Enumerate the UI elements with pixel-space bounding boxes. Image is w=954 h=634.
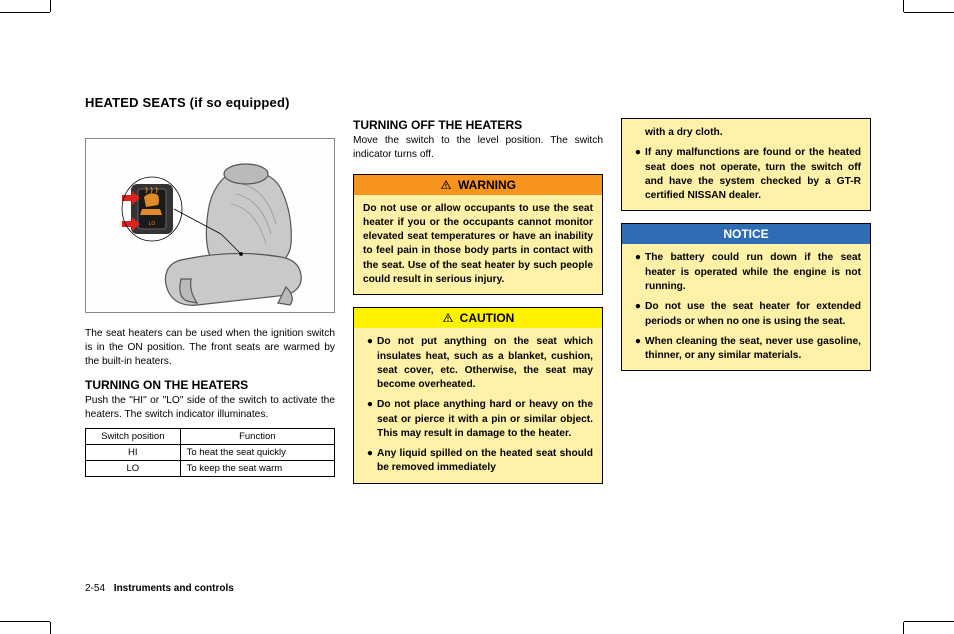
intro-text: The seat heaters can be used when the ig… bbox=[85, 327, 335, 368]
list-item: ●Do not use the seat heater for extended… bbox=[631, 300, 861, 329]
turning-off-text: Move the switch to the level position. T… bbox=[353, 134, 603, 162]
list-item: ●Do not put anything on the seat which i… bbox=[363, 335, 593, 392]
seat-heater-illustration: LO bbox=[85, 138, 335, 313]
crop-mark bbox=[904, 621, 954, 622]
crop-mark bbox=[0, 12, 50, 13]
list-item: ● If any malfunctions are found or the h… bbox=[631, 146, 861, 203]
warning-triangle-icon bbox=[440, 179, 452, 191]
warning-label: WARNING bbox=[458, 178, 516, 192]
list-item: ●Any liquid spilled on the heated seat s… bbox=[363, 447, 593, 476]
page-footer: 2-54 Instruments and controls bbox=[85, 583, 234, 594]
table-row: Switch position Function bbox=[86, 428, 335, 444]
notice-header: NOTICE bbox=[622, 224, 870, 244]
crop-mark bbox=[50, 622, 51, 634]
table-cell: Function bbox=[180, 428, 334, 444]
crop-mark bbox=[903, 622, 904, 634]
page-number: 2-54 bbox=[85, 583, 105, 594]
columns: LO bbox=[85, 118, 875, 484]
caution-header: CAUTION bbox=[354, 308, 602, 328]
warning-header: WARNING bbox=[354, 175, 602, 195]
notice-callout: NOTICE ●The battery could run down if th… bbox=[621, 223, 871, 371]
column-1: LO bbox=[85, 118, 335, 484]
caution-body: ●Do not put anything on the seat which i… bbox=[354, 328, 602, 483]
svg-text:LO: LO bbox=[149, 221, 156, 227]
crop-mark bbox=[904, 12, 954, 13]
list-item: with a dry cloth. bbox=[631, 126, 861, 140]
list-item: ●Do not place anything hard or heavy on … bbox=[363, 398, 593, 441]
section-title: HEATED SEATS (if so equipped) bbox=[85, 95, 875, 110]
page: HEATED SEATS (if so equipped) bbox=[0, 0, 954, 634]
table-row: HI To heat the seat quickly bbox=[86, 444, 335, 460]
caution-triangle-icon bbox=[442, 312, 454, 324]
notice-label: NOTICE bbox=[723, 227, 768, 241]
list-item: ●The battery could run down if the seat … bbox=[631, 251, 861, 294]
notice-body: ●The battery could run down if the seat … bbox=[622, 244, 870, 370]
table-cell: HI bbox=[86, 444, 181, 460]
table-cell: To heat the seat quickly bbox=[180, 444, 334, 460]
switch-position-table: Switch position Function HI To heat the … bbox=[85, 428, 335, 477]
column-3: with a dry cloth. ● If any malfunctions … bbox=[621, 118, 871, 484]
warning-body: Do not use or allow occupants to use the… bbox=[354, 195, 602, 295]
content-area: HEATED SEATS (if so equipped) bbox=[85, 95, 875, 484]
caution-label: CAUTION bbox=[460, 311, 515, 325]
table-cell: Switch position bbox=[86, 428, 181, 444]
caution-callout: CAUTION ●Do not put anything on the seat… bbox=[353, 307, 603, 484]
table-cell: To keep the seat warm bbox=[180, 460, 334, 476]
table-row: LO To keep the seat warm bbox=[86, 460, 335, 476]
turning-on-text: Push the "HI" or "LO" side of the switch… bbox=[85, 394, 335, 422]
turning-on-heading: TURNING ON THE HEATERS bbox=[85, 378, 335, 392]
list-item: ●When cleaning the seat, never use gasol… bbox=[631, 335, 861, 364]
crop-mark bbox=[0, 621, 50, 622]
crop-mark bbox=[903, 0, 904, 12]
table-cell: LO bbox=[86, 460, 181, 476]
caution-continuation: with a dry cloth. ● If any malfunctions … bbox=[621, 118, 871, 211]
crop-mark bbox=[50, 0, 51, 12]
column-2: TURNING OFF THE HEATERS Move the switch … bbox=[353, 118, 603, 484]
turning-off-heading: TURNING OFF THE HEATERS bbox=[353, 118, 603, 132]
warning-callout: WARNING Do not use or allow occupants to… bbox=[353, 174, 603, 296]
chapter-title: Instruments and controls bbox=[114, 583, 234, 594]
